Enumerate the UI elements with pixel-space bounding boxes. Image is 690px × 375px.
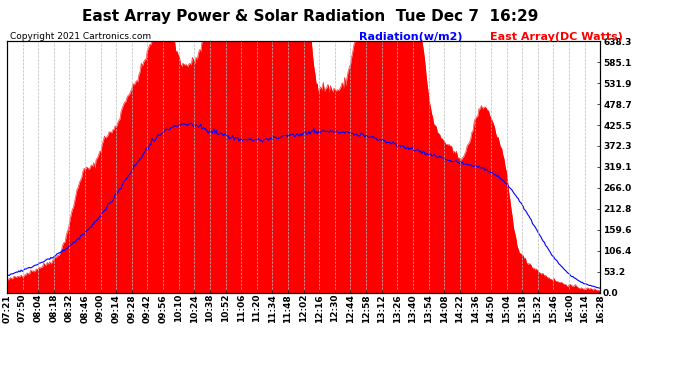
Text: Radiation(w/m2): Radiation(w/m2) [359, 32, 462, 42]
Text: East Array Power & Solar Radiation  Tue Dec 7  16:29: East Array Power & Solar Radiation Tue D… [82, 9, 539, 24]
Text: Copyright 2021 Cartronics.com: Copyright 2021 Cartronics.com [10, 32, 152, 41]
Text: East Array(DC Watts): East Array(DC Watts) [490, 32, 623, 42]
